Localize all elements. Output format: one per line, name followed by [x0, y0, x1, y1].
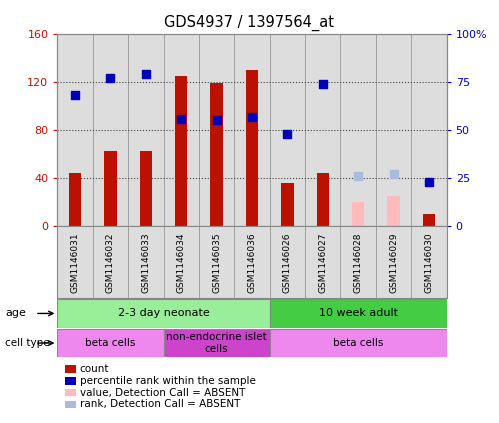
Point	[283, 131, 291, 137]
Bar	[423, 214, 435, 226]
Text: GSM1146031: GSM1146031	[70, 232, 79, 293]
Point	[177, 115, 185, 122]
Text: 10 week adult: 10 week adult	[319, 308, 398, 319]
Text: GSM1146035: GSM1146035	[212, 232, 221, 293]
Bar	[246, 70, 258, 226]
Point	[142, 71, 150, 78]
Bar	[269, 329, 447, 357]
Text: value, Detection Call = ABSENT: value, Detection Call = ABSENT	[80, 387, 245, 398]
Text: GSM1146029: GSM1146029	[389, 232, 398, 293]
Text: count: count	[80, 364, 109, 374]
Bar	[164, 329, 269, 357]
Text: GSM1146027: GSM1146027	[318, 232, 327, 293]
Text: non-endocrine islet
cells: non-endocrine islet cells	[166, 332, 267, 354]
Bar	[316, 173, 329, 226]
Text: age: age	[5, 308, 26, 319]
Text: beta cells: beta cells	[85, 338, 136, 348]
Bar	[140, 151, 152, 226]
Point	[425, 179, 433, 185]
Text: GDS4937 / 1397564_at: GDS4937 / 1397564_at	[165, 15, 334, 31]
Bar	[269, 299, 447, 328]
Bar	[211, 83, 223, 226]
Bar	[281, 183, 293, 226]
Point	[213, 117, 221, 124]
Text: rank, Detection Call = ABSENT: rank, Detection Call = ABSENT	[80, 399, 240, 409]
Text: GSM1146028: GSM1146028	[354, 232, 363, 293]
Point	[71, 92, 79, 99]
Bar	[104, 151, 117, 226]
Text: GSM1146034: GSM1146034	[177, 232, 186, 293]
Bar	[57, 299, 269, 328]
Bar	[175, 76, 188, 226]
Text: cell type: cell type	[5, 338, 49, 348]
Text: beta cells: beta cells	[333, 338, 383, 348]
Point	[354, 173, 362, 180]
Text: GSM1146026: GSM1146026	[283, 232, 292, 293]
Point	[248, 113, 256, 120]
Point	[319, 80, 327, 87]
Point	[390, 171, 398, 178]
Text: GSM1146033: GSM1146033	[141, 232, 150, 293]
Point	[106, 75, 114, 82]
Text: 2-3 day neonate: 2-3 day neonate	[118, 308, 210, 319]
Text: GSM1146032: GSM1146032	[106, 232, 115, 293]
Bar	[57, 329, 164, 357]
Text: GSM1146036: GSM1146036	[248, 232, 256, 293]
Text: GSM1146030: GSM1146030	[425, 232, 434, 293]
Bar	[387, 196, 400, 226]
Text: percentile rank within the sample: percentile rank within the sample	[80, 376, 255, 386]
Bar	[352, 202, 364, 226]
Bar	[69, 173, 81, 226]
